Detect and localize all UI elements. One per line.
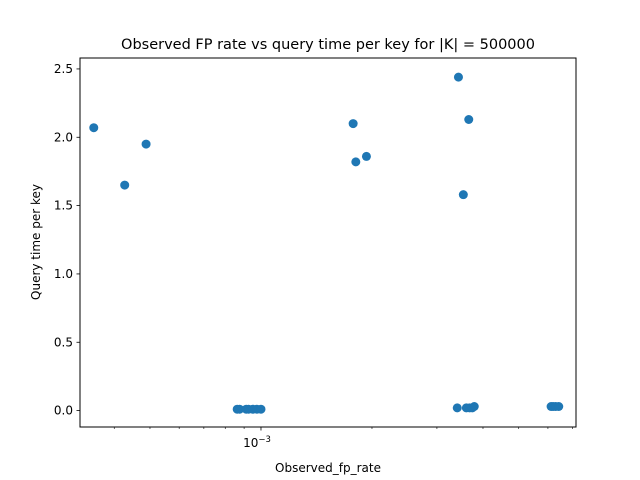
- data-point-14: [453, 72, 463, 82]
- data-point-15: [458, 190, 468, 200]
- y-tick-label-1: 0.5: [54, 335, 73, 349]
- data-point-10: [348, 119, 358, 129]
- axes-frame: [79, 57, 577, 428]
- x-tick-label-0: 10−3: [243, 435, 271, 450]
- data-point-20: [469, 402, 479, 411]
- data-point-13: [452, 403, 462, 413]
- x-axis-label: Observed_fp_rate: [275, 461, 381, 475]
- y-tick-label-5: 2.5: [54, 62, 73, 76]
- data-point-1: [120, 180, 130, 190]
- y-axis-label: Query time per key: [29, 184, 43, 300]
- data-point-12: [361, 151, 371, 161]
- data-point-11: [351, 157, 361, 167]
- y-tick-label-4: 2.0: [54, 130, 73, 144]
- data-point-9: [256, 404, 266, 414]
- chart-title: Observed FP rate vs query time per key f…: [121, 37, 535, 53]
- data-point-4: [235, 404, 245, 414]
- data-point-0: [89, 123, 99, 133]
- axes: 0.0 0.5 1.0 1.5 2.0 2.5 10−3: [54, 57, 577, 450]
- y-tick-label-3: 1.5: [54, 199, 73, 213]
- data-point-17: [464, 115, 474, 124]
- y-tick-label-0: 0.0: [54, 404, 73, 418]
- data-point-2: [141, 139, 151, 149]
- data-point-24: [554, 402, 564, 411]
- y-tick-label-2: 1.0: [54, 267, 73, 281]
- plot-area: [89, 72, 564, 414]
